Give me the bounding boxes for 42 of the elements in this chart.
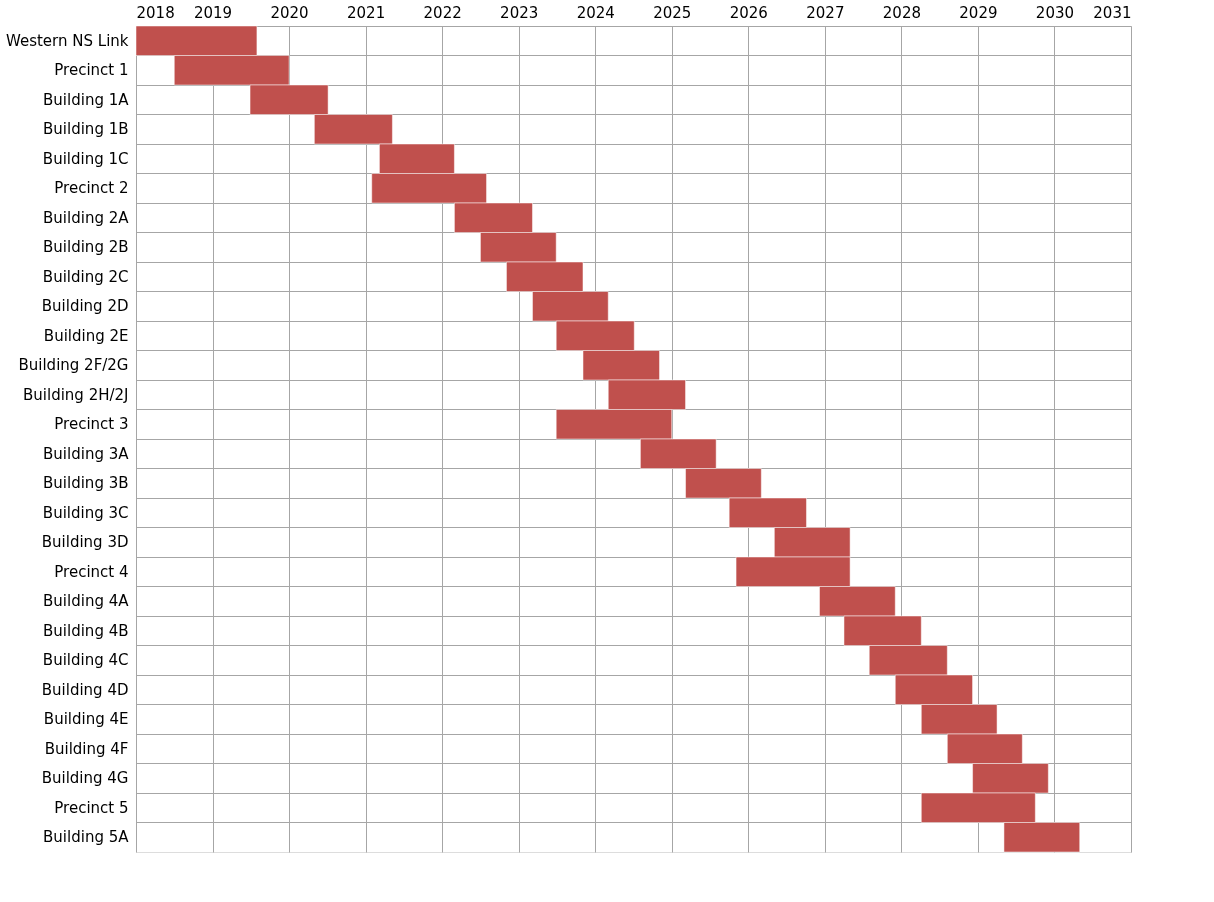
x-tick-label: 2028	[882, 3, 921, 22]
y-tick-label: Building 4A	[43, 592, 130, 611]
y-tick-label: Building 4B	[43, 621, 129, 640]
x-tick-label: 2027	[806, 3, 845, 22]
y-tick-label: Precinct 1	[54, 61, 129, 80]
x-tick-label: 2018	[136, 3, 175, 22]
y-tick-label: Building 3C	[42, 503, 129, 522]
x-tick-label: 2024	[576, 3, 615, 22]
y-tick-label: Precinct 5	[54, 798, 129, 817]
y-tick-label: Building 2H/2J	[23, 385, 129, 404]
y-tick-label: Building 2C	[42, 267, 129, 286]
x-tick-label: 2021	[347, 3, 386, 22]
y-tick-label: Building 4G	[41, 769, 129, 788]
y-tick-label: Building 2B	[43, 238, 129, 257]
y-tick-label: Building 5A	[43, 828, 130, 847]
y-tick-label: Western NS Link	[5, 31, 129, 50]
x-tick-label: 2026	[729, 3, 768, 22]
y-tick-label: Building 3B	[43, 474, 129, 493]
x-tick-label: 2025	[653, 3, 692, 22]
y-tick-label: Building 1C	[42, 149, 129, 168]
y-tick-label: Building 2A	[43, 208, 130, 227]
x-tick-label: 2022	[423, 3, 462, 22]
y-tick-label: Building 3A	[43, 444, 130, 463]
y-tick-label: Building 4F	[44, 739, 129, 758]
x-tick-label: 2031	[1093, 3, 1132, 22]
x-tick-label: 2030	[1035, 3, 1075, 22]
x-tick-label: 2019	[193, 3, 233, 22]
x-tick-label: 2029	[959, 3, 998, 22]
y-tick-label: Precinct 3	[54, 415, 129, 434]
y-tick-label: Building 1A	[43, 90, 130, 109]
y-tick-label: Building 4E	[43, 710, 129, 729]
y-tick-label: Building 2E	[43, 326, 129, 345]
x-tick-label: 2023	[500, 3, 539, 22]
y-tick-label: Building 4C	[42, 651, 129, 670]
y-tick-label: Building 2F/2G	[18, 356, 129, 375]
y-tick-label: Building 4D	[41, 680, 129, 699]
y-tick-label: Building 1B	[43, 120, 129, 139]
y-tick-label: Building 3D	[41, 533, 129, 552]
x-tick-label: 2020	[270, 3, 309, 22]
y-tick-label: Precinct 4	[54, 562, 129, 581]
y-tick-label: Precinct 2	[54, 179, 129, 198]
y-tick-label: Building 2D	[41, 297, 129, 316]
